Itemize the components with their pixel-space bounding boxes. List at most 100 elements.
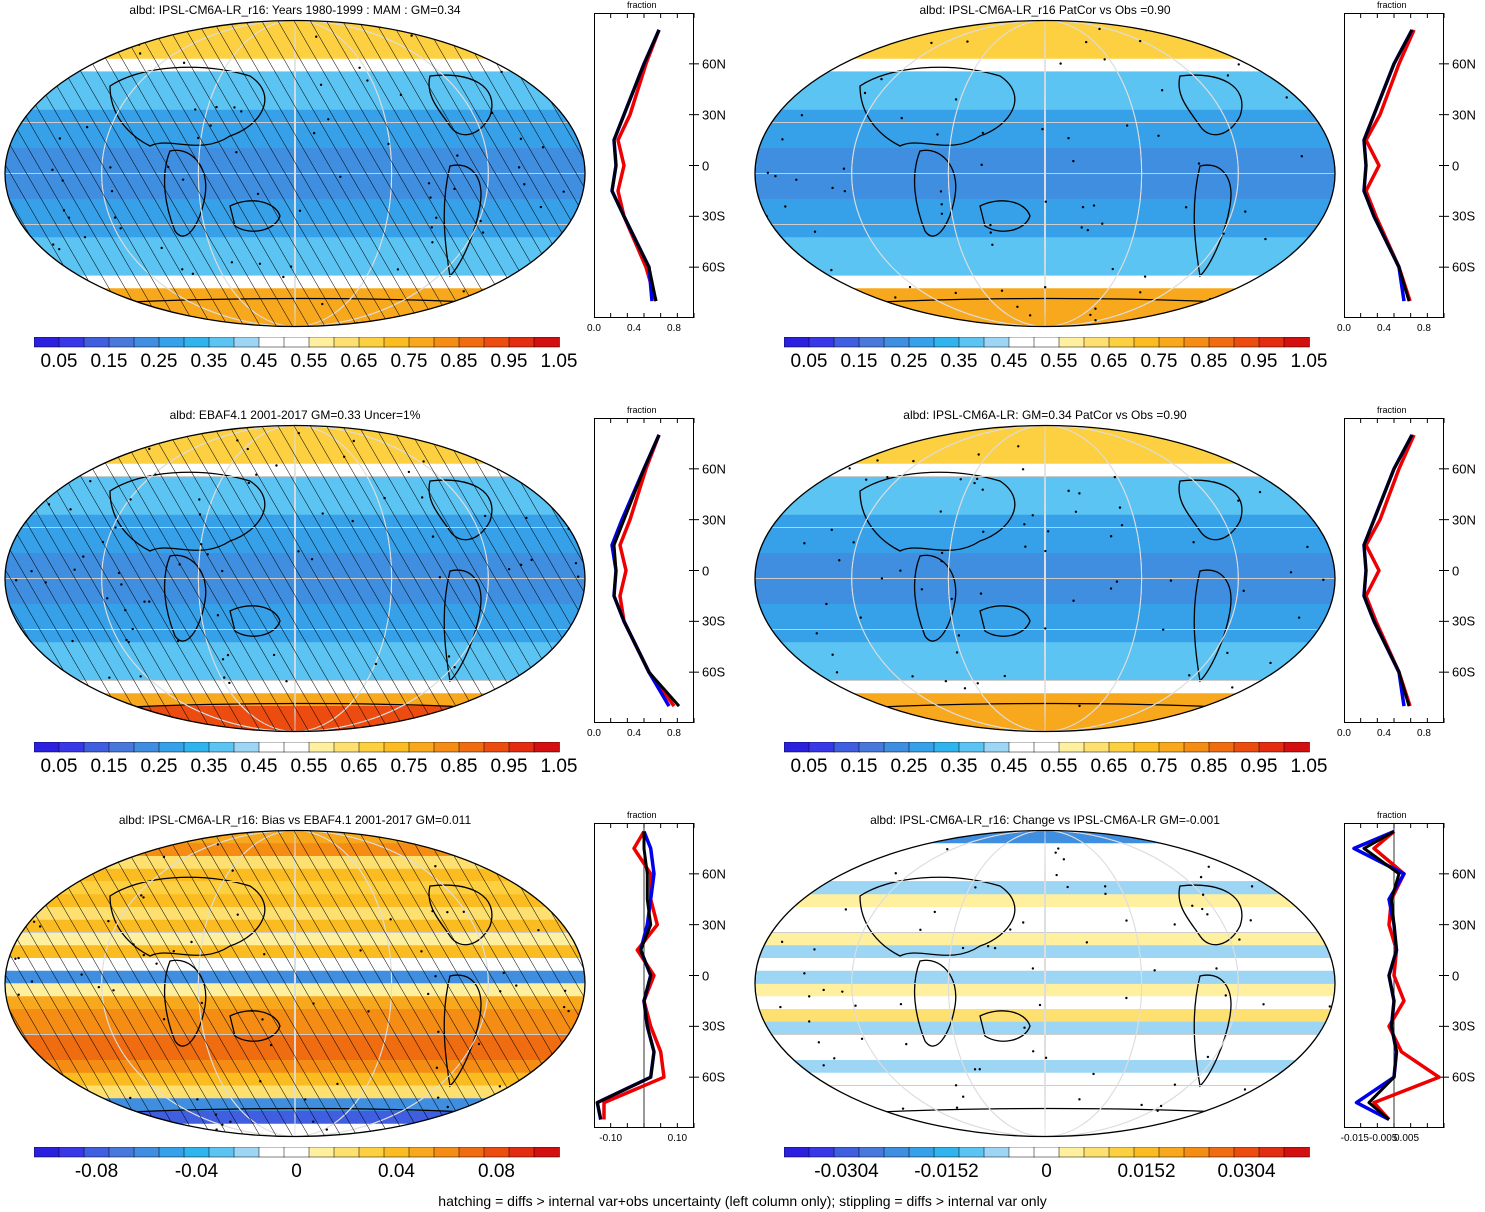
stipple-dot <box>981 131 985 135</box>
stipple-dot <box>106 597 109 600</box>
stipple-dot <box>85 125 89 129</box>
stipple-dot <box>176 639 180 643</box>
stipple-dot <box>1003 674 1006 678</box>
stipple-dot <box>1057 847 1060 850</box>
map-border <box>754 19 1336 328</box>
colorbar-swatch <box>58 742 85 753</box>
stipple-dot <box>1159 731 1162 732</box>
colorbar-tick-label: 0.95 <box>1240 756 1278 777</box>
stipple-dot <box>552 439 556 442</box>
colorbar-swatch <box>1233 742 1260 753</box>
colorbar-tick-label: 0.25 <box>140 756 178 777</box>
stipple-dot <box>389 918 392 921</box>
stipple-dot <box>236 826 238 828</box>
colorbar-tick-label: 0.45 <box>990 351 1028 372</box>
stipple-dot <box>82 730 86 732</box>
stipple-dot <box>585 36 587 38</box>
stipple-dot <box>573 17 575 19</box>
stipple-dot <box>767 17 769 19</box>
stipple-dot <box>815 632 818 635</box>
stipple-dot <box>5 425 6 426</box>
colorbar-tick-label: 0.55 <box>290 756 328 777</box>
stipple-dot <box>570 1040 573 1043</box>
stipple-dot <box>61 179 64 182</box>
stipple-dot <box>88 1139 90 1141</box>
stipple-dot <box>1085 941 1089 944</box>
stipple-dot <box>963 687 967 690</box>
stipple-dot <box>216 614 220 617</box>
stipple-dot <box>38 925 42 928</box>
colorbar-swatch <box>958 337 985 348</box>
stipple-dot <box>275 464 278 467</box>
stipple-dot <box>142 953 146 957</box>
zonal-x-tick-label: 0.005 <box>1393 1133 1420 1144</box>
stipple-dot <box>116 1111 119 1114</box>
panel-p3: albd: EBAF4.1 2001-2017 GM=0.33 Uncer=1%… <box>0 405 740 805</box>
stipple-dot <box>1185 17 1187 19</box>
stipple-dot <box>403 27 406 30</box>
stipple-dot <box>795 178 798 182</box>
lat-tick-label: 0 <box>1452 158 1460 173</box>
map-border <box>4 829 586 1138</box>
stipple-dot <box>98 734 100 736</box>
stipple-dot <box>1188 674 1191 677</box>
stipple-dot <box>127 640 130 644</box>
lat-tick-label: 30N <box>702 917 726 933</box>
zonal-x-tick-label: 0.8 <box>667 728 681 739</box>
stipple-dot <box>539 205 543 209</box>
stipple-dot <box>1044 200 1048 203</box>
stipple-dot <box>940 203 943 206</box>
stipple-dot <box>582 1097 585 1101</box>
stipple-dot <box>259 1080 262 1083</box>
stipple-dot <box>148 600 151 603</box>
stipple-dot <box>228 681 231 685</box>
stipple-dot <box>477 1042 481 1046</box>
stipple-dot <box>1208 421 1210 422</box>
stipple-dot <box>940 559 943 563</box>
colorbar-swatch <box>58 337 85 348</box>
stipple-dot <box>1066 885 1069 889</box>
colorbar-swatch <box>533 742 560 753</box>
stipple-dot <box>803 542 806 545</box>
stipple-dot <box>420 496 424 499</box>
stipple-dot <box>540 18 542 20</box>
stipple-dot <box>939 510 942 513</box>
stipple-dot <box>980 163 983 167</box>
stipple-dot <box>1078 1098 1081 1101</box>
stipple-dot <box>919 928 922 932</box>
colorbar-swatch <box>1283 742 1310 753</box>
colorbar-swatch <box>1208 337 1235 348</box>
colorbar-swatch <box>508 742 535 753</box>
stipple-dot <box>145 29 149 32</box>
zonal-mean-plot <box>594 13 699 318</box>
zonal-mean-line <box>616 29 661 302</box>
stipple-dot <box>808 995 811 998</box>
stipple-dot <box>67 216 71 219</box>
stipple-dot <box>431 535 435 538</box>
map-title: albd: IPSL-CM6A-LR_r16 PatCor vs Obs =0.… <box>919 3 1171 17</box>
stipple-dot <box>899 569 902 572</box>
stipple-dot <box>519 563 523 567</box>
colorbar-tick-label: 0.35 <box>190 756 228 777</box>
stipple-dot <box>437 1030 440 1034</box>
stipple-dot <box>1125 996 1128 1000</box>
stipple-dot <box>1207 865 1210 869</box>
stipple-dot <box>434 974 437 978</box>
stipple-dot <box>750 255 752 257</box>
colorbar-tick-label: 0.04 <box>378 1161 415 1182</box>
stipple-dot <box>351 519 354 523</box>
stipple-dot <box>830 701 833 704</box>
colorbar-swatch <box>308 1147 335 1158</box>
stipple-dot <box>430 226 433 229</box>
stipple-dot <box>1300 155 1304 158</box>
stipple-dot <box>1138 39 1142 43</box>
stipple-dot <box>453 666 456 669</box>
stipple-dot <box>1103 885 1107 888</box>
stipple-dot <box>103 37 107 40</box>
stipple-dot <box>453 831 456 834</box>
colorbar-tick-label: 0.45 <box>990 756 1028 777</box>
stipple-dot <box>979 592 983 595</box>
stipple-dot <box>976 682 979 685</box>
colorbar-swatch <box>183 337 210 348</box>
colorbar-swatch <box>1083 337 1110 348</box>
